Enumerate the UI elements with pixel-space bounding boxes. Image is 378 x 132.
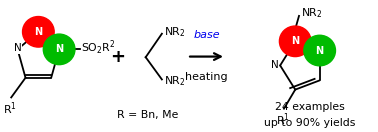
Ellipse shape [43, 34, 75, 65]
Ellipse shape [304, 35, 335, 66]
Text: N: N [14, 43, 22, 53]
Text: 24 examples: 24 examples [275, 102, 344, 112]
Text: SO$_2$R$^2$: SO$_2$R$^2$ [81, 39, 115, 57]
Text: N: N [271, 60, 279, 70]
Text: R$^{1}$: R$^{1}$ [3, 101, 17, 117]
Text: NR$_2$: NR$_2$ [164, 26, 185, 39]
Text: R = Bn, Me: R = Bn, Me [117, 110, 178, 120]
Text: N: N [316, 46, 324, 56]
Text: N: N [55, 44, 63, 54]
Text: NR$_2$: NR$_2$ [164, 74, 185, 88]
Text: NR$_2$: NR$_2$ [301, 6, 322, 20]
Text: R$^{1}$: R$^{1}$ [276, 111, 290, 128]
Text: heating: heating [185, 72, 228, 82]
Ellipse shape [23, 16, 54, 47]
Text: +: + [110, 48, 125, 66]
Text: N: N [34, 27, 42, 37]
Text: up to 90% yields: up to 90% yields [264, 118, 355, 128]
Text: base: base [194, 30, 220, 40]
Text: N: N [291, 36, 299, 46]
Ellipse shape [279, 26, 311, 57]
